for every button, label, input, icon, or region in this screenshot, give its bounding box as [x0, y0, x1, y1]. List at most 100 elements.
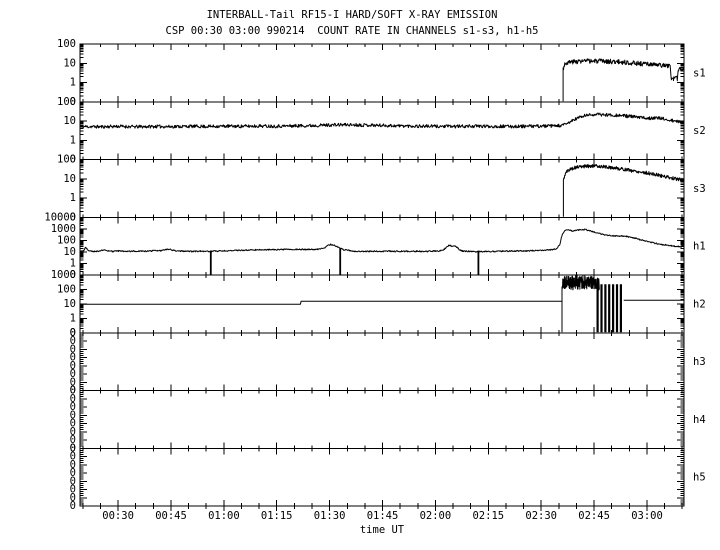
y-tick-label: 0 — [70, 418, 76, 430]
axis-ticks — [80, 43, 684, 103]
y-tick-label: 10000 — [44, 211, 76, 223]
y-tick-label: 0 — [70, 327, 76, 339]
x-tick-label: 00:45 — [155, 510, 187, 522]
y-tick-label: 10 — [63, 173, 76, 185]
axis-ticks — [80, 216, 684, 276]
y-tick-label: 10 — [63, 298, 76, 310]
y-tick-label: 1 — [70, 77, 76, 89]
trace-group-s2 — [80, 112, 684, 129]
y-tick-label: 0 — [70, 385, 76, 397]
x-tick-label: 00:30 — [102, 510, 134, 522]
x-tick-label: 01:45 — [367, 510, 399, 522]
chart-subtitle: CSP 00:30 03:00 990214 COUNT RATE IN CHA… — [165, 25, 539, 37]
y-tick-label: 10 — [63, 115, 76, 127]
y-tick-label: 0 — [70, 269, 76, 281]
y-tick-label: 0 — [70, 442, 76, 454]
y-tick-label: 1 — [70, 313, 76, 325]
y-tick-label: 100 — [57, 96, 76, 108]
x-tick-label: 02:30 — [525, 510, 557, 522]
y-tick-label: 1 — [70, 192, 76, 204]
y-tick-label: 0 — [70, 385, 76, 397]
channel-label-h2: h2 — [693, 298, 706, 310]
y-tick-label: 1000 — [51, 269, 76, 281]
y-tick-label: 0 — [70, 96, 76, 108]
channel-label-h3: h3 — [693, 356, 706, 368]
y-tick-label: 0 — [70, 360, 76, 372]
panel-border — [79, 390, 685, 449]
y-tick-label: 0 — [70, 459, 76, 471]
panel-border — [79, 159, 685, 218]
y-tick-label: 1 — [70, 258, 76, 270]
x-tick-label: 01:15 — [261, 510, 293, 522]
axis-ticks — [80, 447, 684, 507]
trace-h2-1 — [561, 275, 600, 333]
y-tick-label: 10 — [63, 246, 76, 258]
panel-border — [79, 43, 685, 103]
x-tick-label: 02:15 — [472, 510, 504, 522]
y-tick-label: 100 — [57, 154, 76, 166]
channel-label-h4: h4 — [693, 414, 706, 426]
trace-s1 — [562, 58, 684, 102]
trace-s2 — [80, 112, 684, 129]
y-tick-label: 0 — [70, 154, 76, 166]
y-tick-label: 10 — [63, 58, 76, 70]
chart-title: INTERBALL-Tail RF15-I HARD/SOFT X-RAY EM… — [206, 9, 498, 21]
y-tick-label: 100 — [57, 38, 76, 50]
x-tick-label: 02:00 — [420, 510, 452, 522]
trace-h2 — [80, 300, 562, 305]
y-tick-label: 0 — [70, 426, 76, 438]
y-tick-label: 0 — [70, 211, 76, 223]
y-tick-label: 100 — [57, 284, 76, 296]
channel-label-s2: s2 — [693, 125, 706, 137]
y-tick-label: 1000 — [51, 223, 76, 235]
x-tick-label: 01:00 — [208, 510, 240, 522]
y-tick-label: 0 — [70, 484, 76, 496]
y-tick-label: 0 — [70, 343, 76, 355]
axis-ticks — [80, 101, 684, 160]
x-tick-label: 01:30 — [314, 510, 346, 522]
trace-s3 — [562, 163, 684, 217]
y-tick-label: 0 — [70, 352, 76, 364]
axis-ticks — [80, 332, 684, 391]
axis-ticks — [80, 274, 684, 334]
panel-border — [79, 101, 685, 160]
channel-label-h1: h1 — [693, 241, 706, 253]
x-axis-label: time UT — [359, 524, 405, 536]
y-tick-label: 0 — [70, 500, 76, 512]
channel-label-s3: s3 — [693, 183, 706, 195]
y-tick-label: 0 — [70, 475, 76, 487]
trace-group-s1 — [562, 58, 684, 102]
y-tick-label: 0 — [70, 335, 76, 347]
bottom-axis-ticks — [82, 506, 683, 511]
y-tick-label: 1 — [70, 134, 76, 146]
panel-border — [79, 216, 685, 276]
panel-border — [79, 447, 685, 507]
x-tick-label: 02:45 — [578, 510, 610, 522]
trace-group-h2 — [80, 275, 684, 333]
trace-group-s3 — [562, 163, 684, 217]
channel-label-h5: h5 — [693, 472, 706, 484]
y-tick-label: 0 — [70, 442, 76, 454]
y-tick-label: 0 — [70, 451, 76, 463]
x-tick-label: 03:00 — [631, 510, 663, 522]
channel-label-s1: s1 — [693, 67, 706, 79]
y-tick-label: 0 — [70, 368, 76, 380]
y-tick-label: 0 — [70, 327, 76, 339]
y-tick-label: 0 — [70, 434, 76, 446]
axis-ticks — [80, 159, 684, 218]
y-tick-label: 0 — [70, 409, 76, 421]
y-tick-label: 0 — [70, 467, 76, 479]
trace-h1 — [80, 228, 684, 253]
y-tick-label: 0 — [70, 393, 76, 405]
trace-group-h1 — [80, 228, 684, 275]
y-tick-label: 0 — [70, 492, 76, 504]
